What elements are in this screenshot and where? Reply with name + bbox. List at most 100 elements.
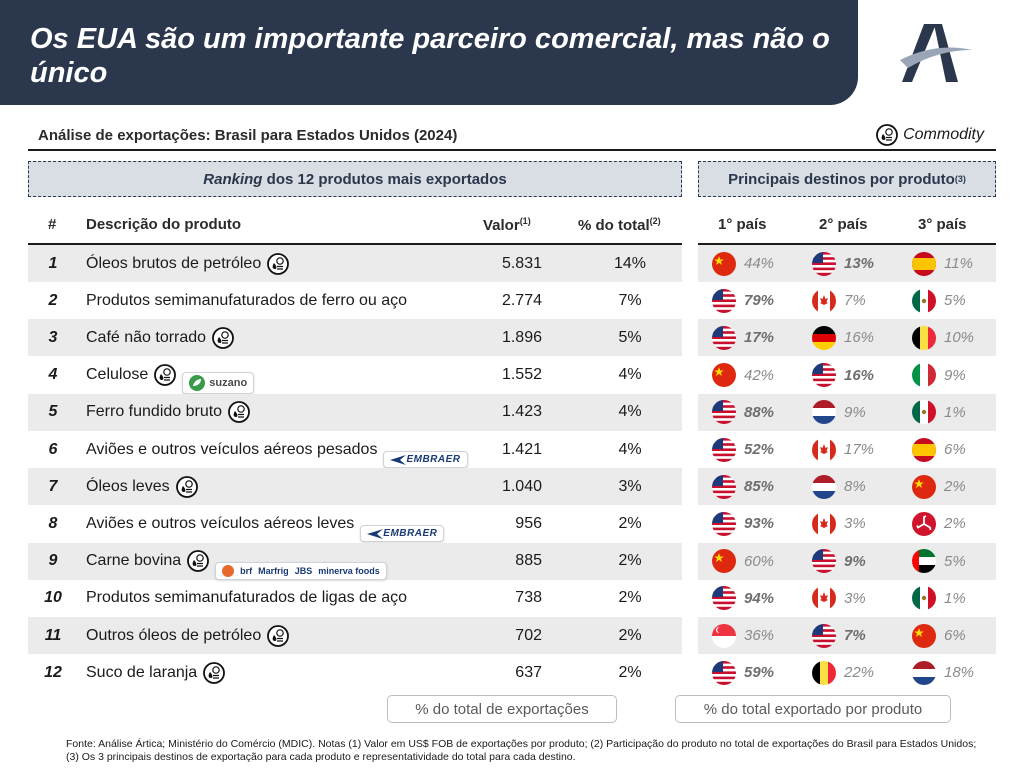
header-banner: Os EUA são um importante parceiro comerc…: [0, 0, 858, 105]
row-rank: 7: [48, 477, 58, 495]
flag-usa-icon: [712, 288, 736, 313]
destination-cell: 5%: [912, 543, 966, 580]
destination-pct: 5%: [944, 552, 966, 570]
row-share: 2%: [618, 552, 642, 570]
flag-spain-icon: [912, 437, 936, 462]
flag-usa-icon: [712, 511, 736, 536]
destination-pct: 94%: [744, 589, 775, 607]
row-rank: 3: [48, 328, 58, 346]
table-row: 11 Outros óleos de petróleo 702 2%: [28, 617, 682, 654]
suzano-logo: suzano: [182, 372, 255, 395]
destinations-row: 17% 16% 10%: [698, 319, 996, 357]
row-share: 14%: [613, 254, 647, 272]
row-rank: 5: [48, 403, 58, 421]
row-value: 637: [515, 663, 542, 681]
table-row: 2 Produtos semimanufaturados de ferro ou …: [28, 282, 682, 319]
destination-cell: 9%: [912, 357, 966, 394]
destination-cell: 2%: [912, 505, 966, 542]
flag-usa-icon: [812, 363, 836, 388]
ranking-section-header: Ranking dos 12 produtos mais exportados: [28, 161, 682, 197]
table-row: 3 Café não torrado 1.896 5%: [28, 319, 682, 357]
row-description: Celulose suzano: [86, 364, 255, 395]
destination-cell: 60%: [712, 543, 774, 580]
flag-china-icon: [912, 623, 936, 648]
table-row: 1 Óleos brutos de petróleo 5.831 14%: [28, 245, 682, 282]
flag-belgium-icon: [912, 325, 936, 350]
destination-pct: 17%: [844, 441, 875, 458]
row-value: 956: [515, 514, 542, 532]
destination-cell: 9%: [812, 394, 866, 431]
destination-cell: 22%: [812, 654, 874, 691]
flag-usa-icon: [712, 400, 736, 425]
product-name: Café não torrado: [86, 328, 207, 346]
flag-singapore-icon: [712, 623, 736, 648]
destination-cell: 3%: [812, 505, 866, 542]
row-description: Ferro fundido bruto: [86, 401, 250, 424]
flag-netherlands-icon: [812, 474, 836, 499]
row-value: 738: [515, 589, 542, 607]
destination-cell: 59%: [712, 654, 774, 691]
row-value: 2.774: [501, 291, 542, 309]
col-third-country: 3° país: [918, 216, 967, 233]
destination-cell: 3%: [812, 580, 866, 617]
destination-cell: 17%: [712, 319, 774, 356]
destination-pct: 60%: [744, 552, 775, 570]
flag-canada-icon: [812, 288, 836, 313]
col-description: Descrição do produto: [86, 216, 242, 233]
col-share: % do total(2): [578, 216, 661, 234]
table-row: 10 Produtos semimanufaturados de ligas de…: [28, 580, 682, 617]
row-share: 4%: [618, 366, 642, 384]
destination-cell: 1%: [912, 580, 966, 617]
commodity-icon: [154, 364, 177, 386]
flag-belgium-icon: [812, 660, 836, 685]
table-row: 7 Óleos leves 1.040 3%: [28, 468, 682, 506]
flag-usa-icon: [812, 251, 836, 276]
destination-cell: 16%: [812, 357, 874, 394]
flag-canada-icon: [812, 437, 836, 462]
table-row: 8 Aviões e outros veículos aéreos leves EM…: [28, 505, 682, 543]
row-share: 2%: [618, 626, 642, 644]
row-rank: 2: [48, 291, 58, 309]
artica-logo-icon: [900, 24, 972, 82]
callout-share-total: % do total de exportações: [387, 695, 617, 723]
row-value: 1.040: [501, 477, 542, 495]
destination-pct: 17%: [744, 329, 775, 347]
table-row: 5 Ferro fundido bruto 1.423 4%: [28, 393, 682, 431]
flag-netherlands-icon: [912, 660, 936, 685]
embraer-logo: EMBRAER: [383, 451, 468, 468]
destination-pct: 7%: [844, 292, 866, 310]
flag-netherlands-icon: [812, 400, 836, 425]
destination-pct: 59%: [744, 664, 775, 682]
destinations-row: 85% 8% 2%: [698, 468, 996, 506]
destination-cell: 42%: [712, 357, 774, 394]
commodity-icon: [267, 252, 290, 275]
product-name: Outros óleos de petróleo: [86, 626, 262, 644]
destination-pct: 7%: [844, 627, 866, 644]
row-share: 4%: [618, 403, 642, 421]
destinations-note: (3): [954, 174, 966, 184]
table-row: 12 Suco de laranja 637 2%: [28, 654, 682, 691]
destination-pct: 22%: [844, 664, 875, 682]
destination-cell: 36%: [712, 617, 774, 654]
row-rank: 8: [48, 514, 58, 532]
row-value: 885: [515, 552, 542, 570]
row-description: Suco de laranja: [86, 661, 226, 684]
leaf-icon: [189, 375, 206, 392]
destination-pct: 13%: [844, 255, 875, 272]
row-rank: 6: [48, 440, 58, 458]
product-name: Suco de laranja: [86, 663, 198, 681]
embraer-wing-icon: [367, 528, 384, 539]
destination-cell: 79%: [712, 282, 774, 319]
destinations-row: 44% 13% 11%: [698, 245, 996, 282]
row-rank: 10: [44, 589, 62, 607]
col-first-country: 1° país: [718, 216, 767, 233]
table-row: 4 Celulose suzano 1.552 4%: [28, 357, 682, 395]
brand-label: minerva foods: [318, 566, 380, 577]
table-row: 6 Aviões e outros veículos aéreos pesados…: [28, 431, 682, 468]
destination-cell: 94%: [712, 580, 774, 617]
flag-usa-icon: [812, 623, 836, 648]
product-name: Óleos brutos de petróleo: [86, 254, 262, 272]
flag-canada-icon: [812, 586, 836, 611]
flag-china-icon: [912, 474, 936, 499]
destination-pct: 42%: [744, 366, 775, 384]
